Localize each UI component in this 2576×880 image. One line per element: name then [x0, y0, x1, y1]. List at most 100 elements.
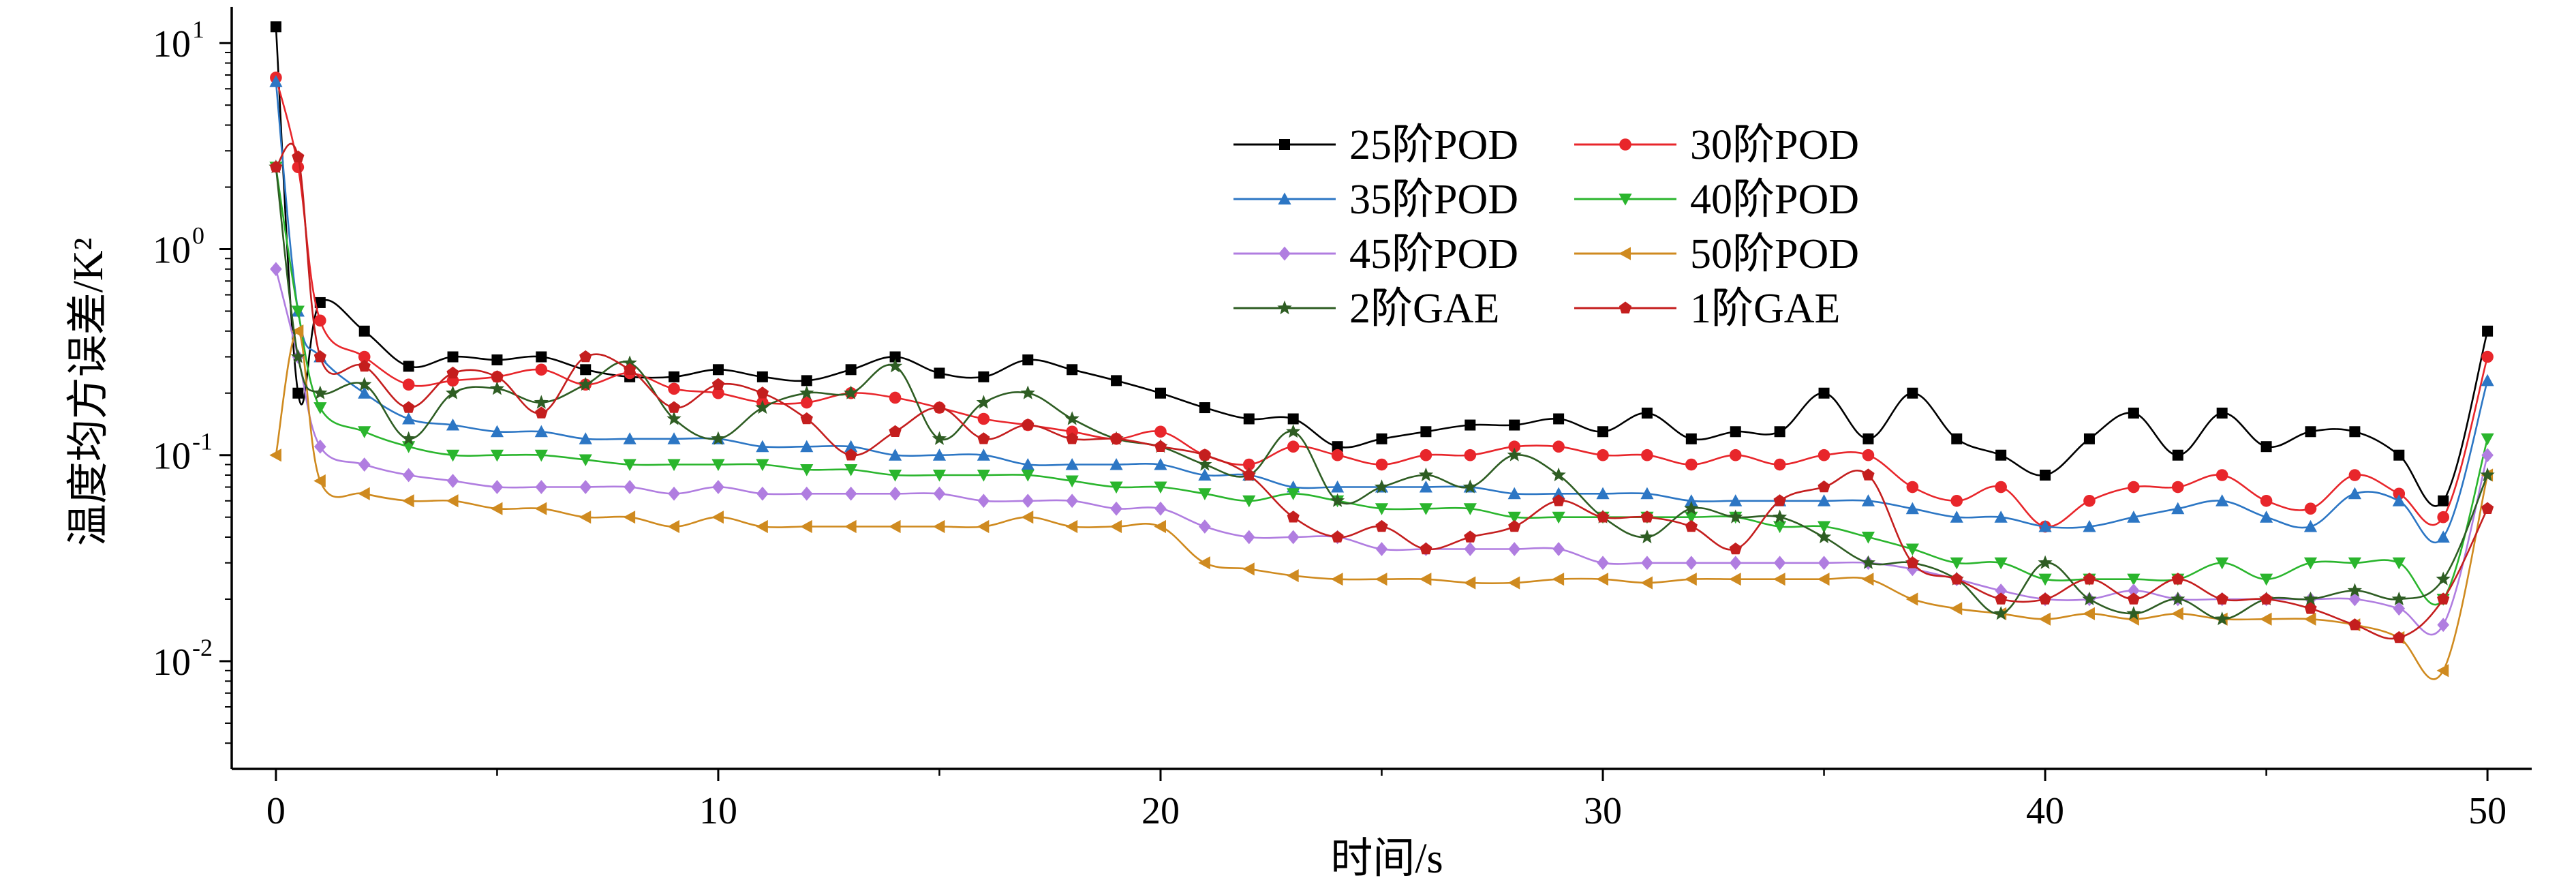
data-point	[1773, 509, 1788, 524]
data-point	[978, 371, 990, 382]
data-point	[358, 350, 371, 363]
series-25阶POD	[270, 21, 2494, 507]
data-point	[1287, 413, 1299, 425]
data-point	[801, 375, 812, 386]
data-point	[291, 305, 305, 318]
data-point	[889, 351, 901, 363]
data-point	[1993, 606, 2008, 620]
y-tick-label: 10	[153, 436, 191, 478]
data-point	[1242, 562, 1255, 576]
data-point	[1773, 573, 1785, 586]
data-point	[667, 459, 681, 472]
data-point	[580, 364, 592, 376]
data-point	[491, 480, 504, 494]
data-point	[1464, 449, 1477, 461]
data-point	[1022, 354, 1034, 365]
data-point	[889, 425, 902, 437]
data-point	[1994, 557, 2008, 570]
data-point	[755, 399, 770, 414]
data-point	[932, 470, 947, 482]
data-point	[535, 363, 548, 376]
legend-item: 45阶POD	[1233, 231, 1518, 277]
data-point	[2260, 441, 2272, 453]
data-point	[292, 161, 305, 173]
data-point	[1462, 479, 1477, 494]
data-point	[2038, 555, 2053, 569]
data-point	[1817, 521, 1831, 534]
data-point	[1685, 511, 1698, 524]
data-point	[2348, 557, 2361, 570]
data-point	[269, 449, 281, 462]
data-point	[756, 486, 769, 501]
legend-marker	[1619, 194, 1632, 206]
data-point	[1995, 583, 2007, 598]
data-point	[446, 449, 460, 462]
legend-item: 25阶POD	[1233, 122, 1518, 168]
data-point	[756, 440, 769, 453]
data-point	[934, 367, 945, 379]
data-point	[446, 418, 460, 431]
data-point	[2303, 557, 2318, 570]
legend-item: 40阶POD	[1574, 177, 1859, 223]
data-point	[1507, 511, 1521, 524]
data-point	[2083, 494, 2096, 507]
data-point	[2171, 591, 2186, 605]
legend-label: 2阶GAE	[1349, 286, 1499, 332]
data-point	[1861, 573, 1874, 586]
data-point	[1287, 440, 1300, 453]
data-point	[1685, 573, 1697, 586]
legend-label: 45阶POD	[1349, 231, 1518, 277]
data-point	[2348, 618, 2361, 631]
plot-area	[269, 21, 2495, 680]
data-point	[1242, 468, 1255, 481]
data-point	[1242, 458, 1255, 471]
data-point	[2171, 481, 2184, 494]
data-point	[490, 425, 504, 438]
data-point	[579, 480, 592, 494]
data-point	[622, 355, 637, 369]
x-tick-label: 0	[266, 790, 286, 832]
data-point	[1198, 468, 1212, 481]
data-point	[2038, 519, 2052, 532]
data-point	[2347, 583, 2362, 597]
data-point	[888, 470, 902, 482]
data-point	[712, 480, 724, 494]
data-point	[1330, 573, 1343, 586]
data-point	[1552, 542, 1565, 556]
data-point	[1419, 503, 1433, 515]
data-point	[1154, 440, 1167, 452]
data-point	[1950, 573, 1963, 585]
data-point	[977, 412, 990, 425]
data-point	[1773, 494, 1786, 506]
data-point	[1774, 426, 1785, 438]
data-point	[313, 402, 327, 414]
data-point	[269, 160, 282, 172]
data-point	[666, 411, 681, 425]
legend-marker	[1277, 300, 1292, 315]
y-axis-title: 温度均方误差/K²	[65, 238, 112, 547]
data-point	[1861, 531, 1875, 544]
data-point	[756, 519, 768, 534]
data-point	[623, 432, 637, 444]
data-point	[2481, 502, 2494, 514]
data-point	[1816, 529, 1832, 544]
data-point	[1640, 529, 1655, 544]
data-point	[977, 470, 990, 482]
data-point	[1330, 480, 1345, 493]
legend: 25阶POD 30阶POD 35阶POD 40阶POD 45阶POD 50阶POD 2阶GA…	[1233, 122, 1859, 332]
data-point	[489, 381, 505, 395]
y-tick-exponent: 0	[192, 222, 204, 249]
legend-item: 50阶POD	[1574, 231, 1859, 277]
data-point	[1905, 543, 1919, 556]
data-point	[1465, 419, 1476, 431]
data-point	[623, 459, 637, 472]
data-point	[668, 486, 680, 501]
data-point	[1199, 402, 1210, 414]
data-point	[1420, 449, 1432, 461]
data-point	[2304, 602, 2317, 614]
data-point	[446, 366, 459, 379]
data-point	[1640, 511, 1654, 523]
data-point	[1995, 449, 2007, 461]
series-line	[275, 330, 2489, 680]
